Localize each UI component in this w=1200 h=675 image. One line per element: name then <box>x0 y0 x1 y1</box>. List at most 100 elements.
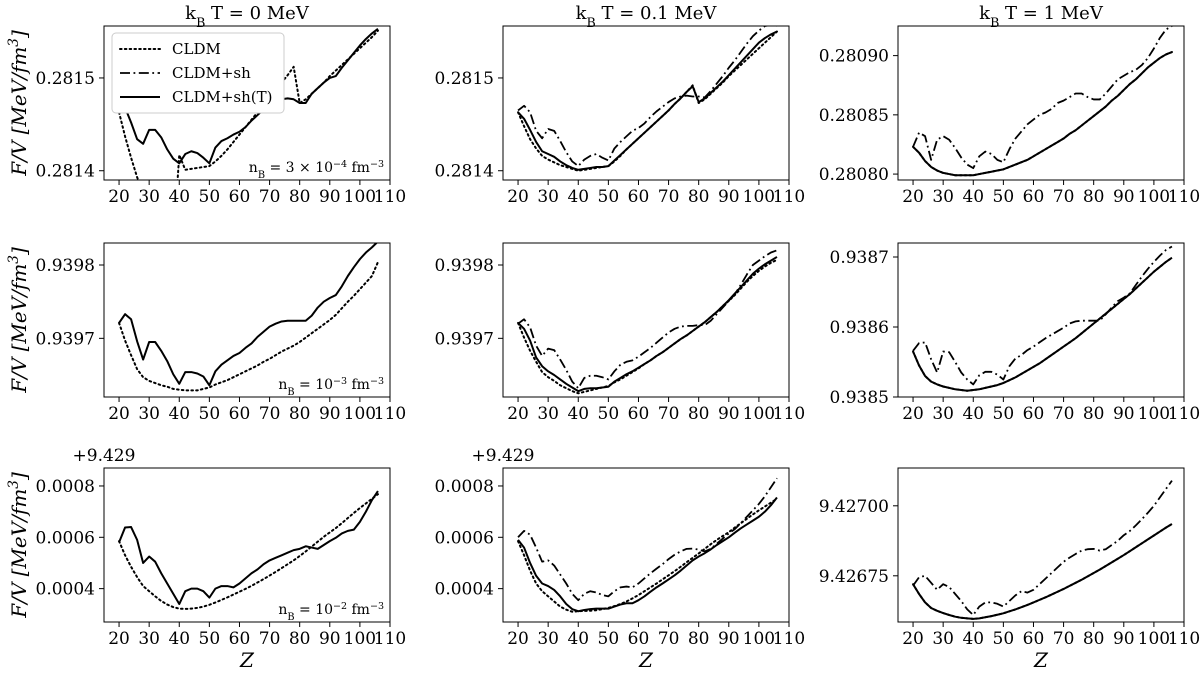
x-tick-label: 100 <box>743 187 775 207</box>
x-tick-label: 80 <box>688 404 710 424</box>
series-line-cldm-sh-t <box>118 243 378 387</box>
y-tick-label: 0.9386 <box>830 318 889 338</box>
y-tick-label: 0.2815 <box>36 69 95 89</box>
y-tick-label: 0.28090 <box>819 47 889 67</box>
y-tick-label: 0.0006 <box>36 528 95 548</box>
x-tick-label: 110 <box>1168 629 1200 649</box>
x-tick-label: 30 <box>537 629 559 649</box>
y-axis-label: F/V [MeV/fm3] <box>6 247 31 394</box>
y-tick-label: 0.0004 <box>435 580 494 600</box>
series-line-cldm <box>912 256 1173 392</box>
series-line-cldm-sh-t <box>912 256 1173 392</box>
x-tick-label: 40 <box>567 187 589 207</box>
x-tick-label: 100 <box>1138 629 1170 649</box>
y-tick-label: 0.2815 <box>435 69 494 89</box>
x-tick-label: 70 <box>658 629 680 649</box>
x-tick-label: 50 <box>993 629 1015 649</box>
x-tick-label: 40 <box>962 187 984 207</box>
x-tick-label: 40 <box>962 404 984 424</box>
series-line-cldm-sh <box>517 26 777 167</box>
x-tick-label: 70 <box>1053 629 1075 649</box>
column-title: kB T = 0.1 MeV <box>576 3 718 30</box>
y-tick-label: 0.9398 <box>36 256 95 276</box>
x-tick-label: 70 <box>259 629 281 649</box>
series-line-cldm-sh-t <box>912 51 1173 177</box>
density-annotation: nB = 10−3 fm−3 <box>278 376 384 398</box>
series-group <box>118 490 379 610</box>
x-tick-label: 40 <box>168 187 190 207</box>
y-tick-label: 0.0008 <box>36 477 95 497</box>
y-tick-label: 0.0004 <box>36 580 95 600</box>
x-tick-label: 20 <box>507 629 529 649</box>
x-tick-label: 100 <box>344 187 376 207</box>
column-title: kB T = 0 MeV <box>185 3 310 30</box>
x-tick-label: 20 <box>108 629 130 649</box>
series-group <box>517 249 778 395</box>
x-tick-label: 20 <box>108 187 130 207</box>
plot-frame <box>502 242 790 398</box>
x-tick-label: 70 <box>259 404 281 424</box>
x-tick-label: 50 <box>199 629 221 649</box>
series-group <box>912 245 1173 392</box>
x-tick-label: 70 <box>658 187 680 207</box>
y-tick-label: 0.9397 <box>435 329 494 349</box>
series-group <box>912 26 1173 177</box>
x-tick-label: 50 <box>199 404 221 424</box>
y-tick-label: 9.42675 <box>819 567 889 587</box>
column-title: kB T = 1 MeV <box>979 3 1104 30</box>
x-tick-label: 100 <box>1138 404 1170 424</box>
x-tick-label: 90 <box>1113 187 1135 207</box>
y-tick-label: 0.2814 <box>36 162 95 182</box>
x-tick-label: 40 <box>567 404 589 424</box>
series-line-cldm-sh <box>912 245 1173 386</box>
legend-entry: CLDM+sh(T) <box>172 88 272 106</box>
x-tick-label: 60 <box>229 404 251 424</box>
series-group <box>118 243 379 392</box>
x-tick-label: 20 <box>902 187 924 207</box>
x-tick-label: 30 <box>138 187 160 207</box>
plot-frame <box>103 242 391 398</box>
x-axis-label: Z <box>1033 648 1049 672</box>
legend-entry: CLDM <box>172 40 221 58</box>
y-tick-label: 0.9385 <box>830 388 889 408</box>
x-tick-label: 110 <box>374 187 406 207</box>
x-tick-label: 40 <box>168 404 190 424</box>
y-tick-label: 0.9398 <box>435 256 494 276</box>
series-line-cldm <box>517 30 778 172</box>
plot-frame <box>897 25 1185 181</box>
y-axis-label: F/V [MeV/fm3] <box>6 472 31 619</box>
x-tick-label: 60 <box>628 404 650 424</box>
x-tick-label: 110 <box>1168 187 1200 207</box>
x-tick-label: 60 <box>1023 629 1045 649</box>
x-tick-label: 90 <box>1113 404 1135 424</box>
density-annotation: nB = 10−2 fm−3 <box>278 601 384 623</box>
x-tick-label: 50 <box>598 404 620 424</box>
series-line-cldm-sh <box>517 477 778 602</box>
legend: CLDM CLDM+sh CLDM+sh(T) <box>111 32 285 114</box>
x-tick-label: 80 <box>688 629 710 649</box>
x-tick-label: 20 <box>902 629 924 649</box>
x-tick-label: 20 <box>108 404 130 424</box>
series-line-cldm-sh-t <box>517 256 778 393</box>
series-group <box>912 480 1173 620</box>
y-tick-label: 9.42700 <box>819 497 889 517</box>
x-tick-label: 40 <box>168 629 190 649</box>
x-tick-label: 100 <box>344 629 376 649</box>
plot-frame <box>103 467 391 623</box>
x-tick-label: 110 <box>773 187 805 207</box>
x-tick-label: 90 <box>718 629 740 649</box>
x-tick-label: 30 <box>138 404 160 424</box>
y-tick-label: 0.0006 <box>435 528 494 548</box>
offset-label: +9.429 <box>472 446 535 466</box>
series-line-cldm <box>912 523 1173 620</box>
x-tick-label: 100 <box>344 404 376 424</box>
x-tick-label: 80 <box>289 187 311 207</box>
x-tick-label: 30 <box>537 187 559 207</box>
x-tick-label: 30 <box>138 629 160 649</box>
y-tick-label: 0.0008 <box>435 477 494 497</box>
x-tick-label: 60 <box>628 187 650 207</box>
